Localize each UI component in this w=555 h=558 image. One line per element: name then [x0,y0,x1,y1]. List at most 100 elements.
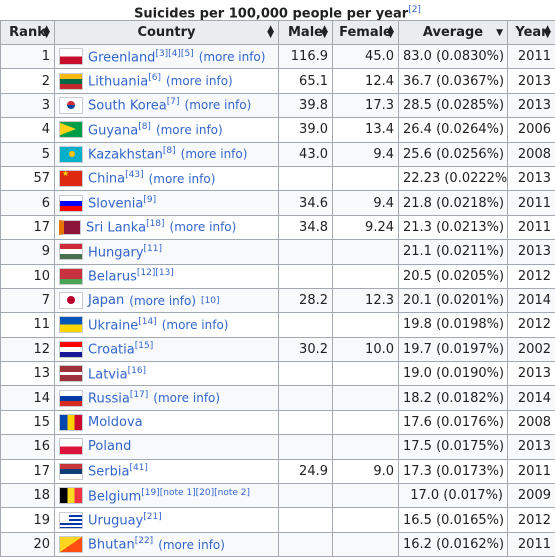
country-refs[interactable]: [17] [129,389,149,400]
female-header[interactable]: Female ▲ ▼ [332,20,399,45]
country-refs[interactable]: [3][4][5] [155,48,194,59]
caption-ref[interactable]: [2] [408,5,421,15]
sort-both-icon[interactable]: ▲ ▼ [321,24,328,40]
average-cell: 19.0 (0.0190%) [398,361,508,387]
male-cell [278,531,333,558]
male-cell: 43.0 [278,141,333,167]
average-cell: 17.5 (0.0175%) [398,434,508,460]
average-cell: 28.5 (0.0285%) [398,92,508,119]
table-row: 9 Hungary[11] 21.1 (0.0211%) 2013 [0,239,555,265]
sort-both-icon[interactable]: ▲ ▼ [387,24,394,40]
country-link[interactable]: Lithuania[6] [88,72,161,90]
country-link[interactable]: China[43] [88,170,144,187]
table-row: 20 Bhutan[22] (more info) 16.2 (0.0162%) 201… [0,531,555,558]
country-link[interactable]: Sri Lanka[18] [86,219,165,236]
more-info-link[interactable]: (more info) [169,220,237,235]
male-cell [278,312,333,338]
country-refs[interactable]: [22] [134,536,154,547]
year-header[interactable]: Year ▲ ▼ [507,20,555,45]
male-header[interactable]: Male ▲ ▼ [278,20,333,45]
country-refs[interactable]: [19][note 1][20][note 2] [141,487,251,498]
table-caption: Suicides per 100,000 people per year[2] [134,5,421,22]
country-link[interactable]: Latvia[16] [88,365,147,382]
sort-desc-icon[interactable]: ▼ [496,28,503,38]
country-refs[interactable]: [18] [146,219,165,230]
sort-both-icon[interactable]: ▲ ▼ [544,24,551,40]
average-cell: 25.6 (0.0256%) [398,141,508,167]
more-info-link[interactable]: (more info) [158,537,225,552]
country-link[interactable]: Moldova [88,415,143,431]
rank-cell: 7 [0,287,55,314]
male-cell: 116.9 [278,43,333,70]
country-refs[interactable]: [21] [143,511,162,522]
country-link[interactable]: Japan [88,293,125,309]
female-cell: 9.4 [332,190,399,216]
country-refs[interactable]: [9] [143,194,157,205]
year-cell: 2011 [507,190,555,216]
average-cell: 26.4 (0.0264%) [398,117,508,143]
more-info-ref[interactable]: [10] [201,295,220,306]
srilanka-flag-icon [59,219,81,235]
china-flag-icon [59,170,83,188]
male-cell: 39.8 [278,92,333,119]
country-link[interactable]: Uruguay[21] [88,511,162,529]
more-info-link[interactable]: (more info) [153,391,221,406]
rank-header[interactable]: Rank ▲ ▼ [0,20,55,45]
country-refs[interactable]: [7] [166,97,180,108]
country-link[interactable]: Kazakhstan[8] [88,146,176,163]
country-link[interactable]: Greenland[3][4][5] [88,48,194,65]
table-row: 4 Guyana[8] (more info) 39.0 13.4 26.4 (0.026… [0,117,555,143]
country-refs[interactable]: [6] [148,72,161,83]
country-refs[interactable]: [41] [129,463,148,474]
country-link[interactable]: Belgium[19][note 1][20][note 2] [88,487,251,504]
country-link[interactable]: Hungary[11] [88,243,162,260]
country-link[interactable]: Guyana[8] [88,121,151,139]
country-link[interactable]: Slovenia[9] [88,194,157,212]
country-link[interactable]: South Korea[7] [88,97,180,114]
country-refs[interactable]: [43] [125,170,144,181]
country-header[interactable]: Country ▲ ▼ [54,20,279,45]
croatia-flag-icon [59,340,83,358]
year-cell: 2012 [507,507,555,533]
country-refs[interactable]: [14] [138,316,157,327]
more-info-link[interactable]: (more info) [180,147,248,162]
country-refs[interactable]: [12][13] [136,268,174,279]
country-link[interactable]: Russia[17] [88,389,149,407]
more-info-link[interactable]: (more info) [184,98,252,113]
country-link[interactable]: Croatia[15] [88,341,154,358]
country-cell: Hungary[11] [54,239,279,265]
table-row: 6 Slovenia[9] 34.6 9.4 21.8 (0.0218%) 2011 [0,190,555,216]
more-info-link[interactable]: (more info) [129,293,197,308]
country-link[interactable]: Belarus[12][13] [88,268,174,285]
more-info-link[interactable]: (more info) [165,74,233,89]
male-cell [278,165,333,192]
average-cell: 20.5 (0.0205%) [398,263,508,289]
more-info-link[interactable]: (more info) [161,317,229,332]
sort-both-icon[interactable]: ▲ ▼ [43,24,50,40]
country-link[interactable]: Bhutan[22] [88,536,154,553]
year-cell: 2014 [507,287,555,314]
country-link[interactable]: Ukraine[14] [88,316,157,334]
year-cell: 2013 [507,92,555,119]
country-cell: Serbia[41] [54,458,279,485]
table-row: 7 Japan (more info) [10] 28.2 12.3 20.1 (0.020… [0,287,555,314]
country-refs[interactable]: [16] [127,365,147,376]
more-info-link[interactable]: (more info) [198,49,266,64]
country-link[interactable]: Serbia[41] [88,463,148,480]
rank-cell: 3 [0,92,55,119]
suicide-rate-table: Rank ▲ ▼ Country ▲ ▼ Male ▲ ▼ Female ▲ ▼ Average… [0,20,555,558]
more-info-link[interactable]: (more info) [155,122,223,137]
rank-cell: 6 [0,190,55,216]
country-refs[interactable]: [11] [143,243,162,254]
country-refs[interactable]: [8] [138,121,151,132]
rank-cell: 17 [0,214,55,241]
country-refs[interactable]: [8] [162,146,176,157]
country-link[interactable]: Poland [88,439,132,455]
country-refs[interactable]: [15] [134,341,154,352]
average-header[interactable]: Average ▼ [398,20,508,45]
more-info-link[interactable]: (more info) [148,171,216,186]
country-cell: Lithuania[6] (more info) [54,68,279,94]
sort-both-icon[interactable]: ▲ ▼ [267,24,274,40]
year-cell: 2013 [507,68,555,94]
table-row: 10 Belarus[12][13] 20.5 (0.0205%) 2012 [0,263,555,289]
